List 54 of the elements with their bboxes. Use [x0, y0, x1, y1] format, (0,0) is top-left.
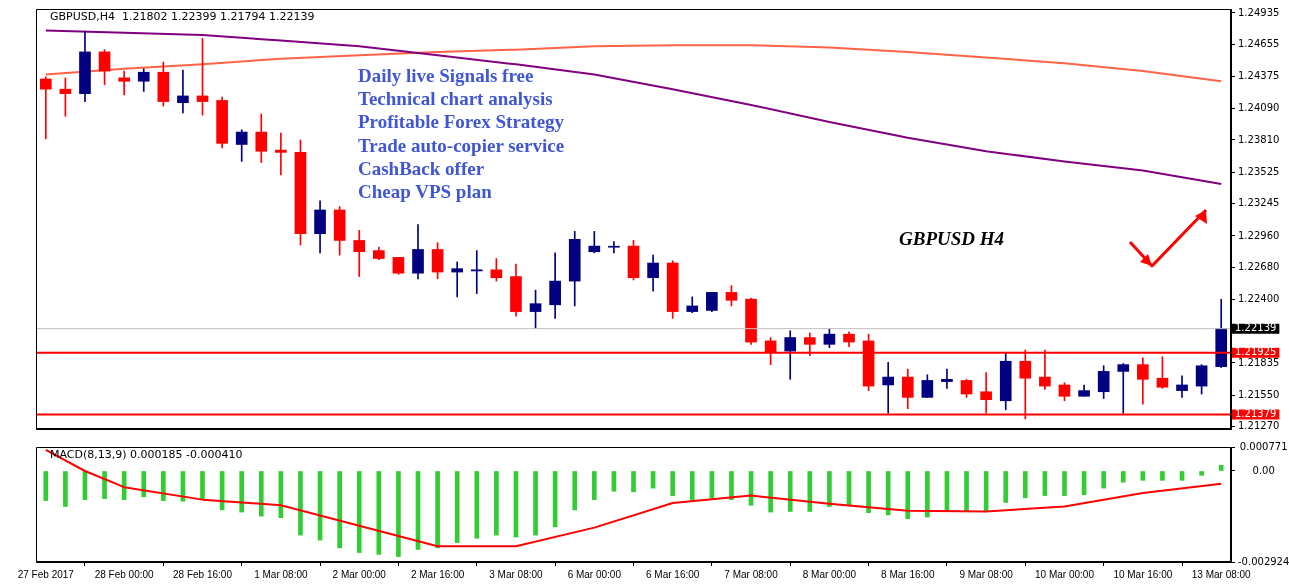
x-tick-label: 27 Feb 2017 [17, 568, 75, 580]
x-tick-label: 10 Mar 00:00 [1035, 568, 1095, 580]
candlestick [118, 70, 130, 96]
candlestick [451, 261, 464, 298]
candlestick [470, 250, 483, 294]
candlestick [608, 241, 620, 254]
y-tick-label: 1.21270 [1238, 420, 1280, 432]
ref-line-label: 1.21925 [1235, 346, 1277, 358]
x-tick-label: 10 Mar 16:00 [1113, 568, 1173, 580]
x-tick-label: 6 Mar 16:00 [645, 568, 700, 580]
candlestick [275, 132, 287, 176]
candlestick [353, 229, 366, 277]
ref-line-label: 1.21379 [1235, 408, 1277, 420]
annotation: Profitable Forex Strategy [358, 111, 565, 133]
candlestick [177, 69, 189, 114]
y-tick-label: 1.22680 [1238, 261, 1280, 273]
y-tick-label: 1.23810 [1238, 133, 1280, 145]
y-tick-label: 1.24935 [1238, 6, 1280, 18]
chart-title: GBPUSD,H4 1.21802 1.22399 1.21794 1.22139 [50, 9, 315, 23]
y-tick-label: 1.21550 [1238, 388, 1280, 400]
y-tick-label: 1.22960 [1238, 229, 1280, 241]
y-tick-label: 1.24090 [1238, 101, 1280, 113]
x-tick-label: 28 Feb 16:00 [173, 568, 233, 580]
y-tick-label: 1.23525 [1238, 165, 1280, 177]
y-tick-label: 0.00 [1252, 464, 1275, 476]
y-tick-label: -0.002924 [1238, 555, 1289, 567]
x-tick-label: 28 Feb 00:00 [94, 568, 155, 580]
annotation: Technical chart analysis [358, 88, 553, 110]
candlestick [941, 368, 953, 389]
x-tick-label: 7 Mar 08:00 [724, 568, 779, 580]
annotation: Cheap VPS plan [358, 180, 493, 202]
candlestick [39, 76, 52, 140]
x-tick-label: 8 Mar 00:00 [802, 568, 857, 580]
x-tick-label: 3 Mar 08:00 [489, 568, 544, 580]
x-tick-label: 6 Mar 00:00 [567, 568, 622, 580]
x-tick-label: 2 Mar 00:00 [332, 568, 387, 580]
candlestick [1117, 363, 1130, 414]
x-tick-label: 9 Mar 08:00 [959, 568, 1014, 580]
y-tick-label: 1.22400 [1238, 292, 1280, 304]
annotation: Daily live Signals free [358, 64, 534, 86]
x-tick-label: 8 Mar 16:00 [881, 568, 935, 580]
y-tick-label: 1.23245 [1238, 197, 1280, 209]
ref-line-label: 1.22139 [1235, 322, 1277, 334]
y-tick-label: 1.21835 [1238, 356, 1280, 368]
annotation: CashBack offer [358, 157, 485, 179]
annotation: Trade auto-copier service [358, 134, 565, 156]
y-tick-label: 1.24655 [1238, 38, 1280, 50]
x-tick-label: 13 Mar 08:00 [1191, 568, 1252, 580]
x-tick-label: 1 Mar 08:00 [254, 568, 308, 580]
candlestick [882, 362, 894, 414]
y-tick-label: 1.24375 [1238, 69, 1280, 81]
x-tick-label: 2 Mar 16:00 [410, 568, 465, 580]
y-tick-label: 0.000771 [1239, 440, 1288, 452]
annotation: GBPUSD H4 [899, 227, 1005, 249]
